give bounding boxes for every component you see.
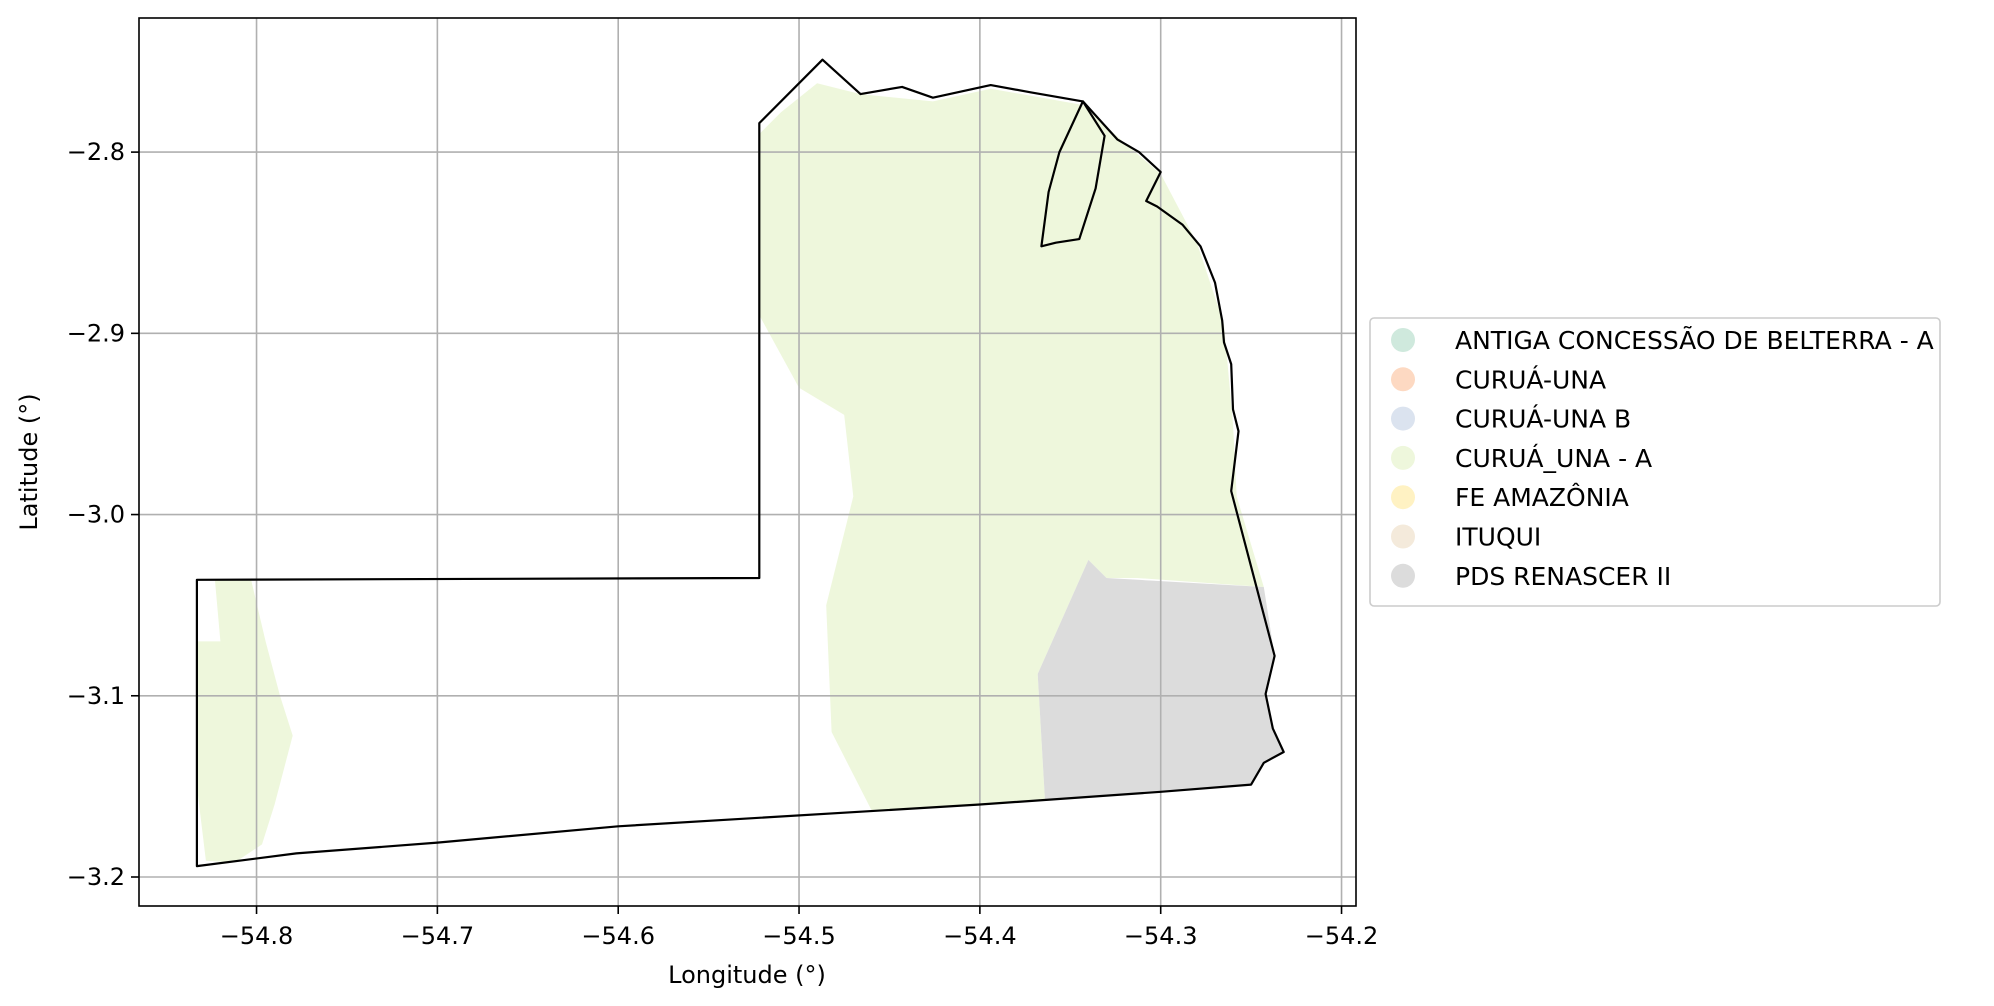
grid-layer — [139, 18, 1356, 906]
map-plot-area — [138, 17, 1357, 907]
legend-marker — [1391, 485, 1415, 510]
legend-label: CURUÁ-UNA — [1455, 365, 1606, 394]
legend-marker — [1391, 367, 1415, 392]
legend-label: ITUQUI — [1455, 523, 1541, 552]
legend-label: ANTIGA CONCESSÃO DE BELTERRA - A — [1455, 325, 1934, 355]
legend-items: ANTIGA CONCESSÃO DE BELTERRA - A CURUÁ-UN… — [1391, 325, 1934, 591]
x-tick-label: −54.7 — [401, 922, 475, 950]
y-tick-label: −3.1 — [67, 682, 125, 710]
x-tick-label: −54.4 — [943, 922, 1017, 950]
x-tick-label: −54.3 — [1124, 922, 1198, 950]
zones-layer — [196, 83, 1284, 863]
x-tick-label: −54.2 — [1305, 922, 1379, 950]
x-tick-label: −54.5 — [762, 922, 836, 950]
legend-label: CURUÁ-UNA B — [1455, 405, 1631, 434]
legend-label: CURUÁ_UNA - A — [1455, 444, 1652, 473]
x-tick-label: −54.8 — [220, 922, 294, 950]
zone-curu-una-a-1 — [196, 579, 293, 863]
legend-marker — [1391, 445, 1415, 470]
legend-marker — [1391, 406, 1415, 431]
legend-marker — [1391, 328, 1415, 352]
y-axis-ticks: −2.8 −2.9 −3.0 −3.1 −3.2 — [67, 138, 139, 891]
y-tick-label: −2.8 — [67, 138, 125, 166]
legend-frame — [1369, 317, 1941, 607]
inner-parcel-outline — [1040, 100, 1106, 248]
y-axis-label: Latitude (°) — [15, 393, 43, 530]
legend-marker — [1391, 563, 1415, 588]
x-tick-label: −54.6 — [581, 922, 655, 950]
legend: ANTIGA CONCESSÃO DE BELTERRA - A CURUÁ-UN… — [1369, 317, 1941, 607]
legend-label: PDS RENASCER II — [1455, 562, 1671, 591]
legend-label: FE AMAZÔNIA — [1455, 482, 1629, 512]
axes-frame — [138, 17, 1357, 907]
boundary-outline — [195, 58, 1285, 868]
y-tick-label: −3.0 — [67, 501, 125, 529]
y-tick-label: −3.2 — [67, 863, 125, 891]
x-axis-ticks: −54.8 −54.7 −54.6 −54.5 −54.4 −54.3 −54.2 — [220, 906, 1379, 950]
zone-curu-una-a-0 — [759, 83, 1264, 810]
legend-marker — [1391, 524, 1415, 549]
boundary-layer — [195, 58, 1285, 868]
x-axis-label: Longitude (°) — [668, 961, 826, 989]
y-tick-label: −2.9 — [67, 319, 125, 347]
